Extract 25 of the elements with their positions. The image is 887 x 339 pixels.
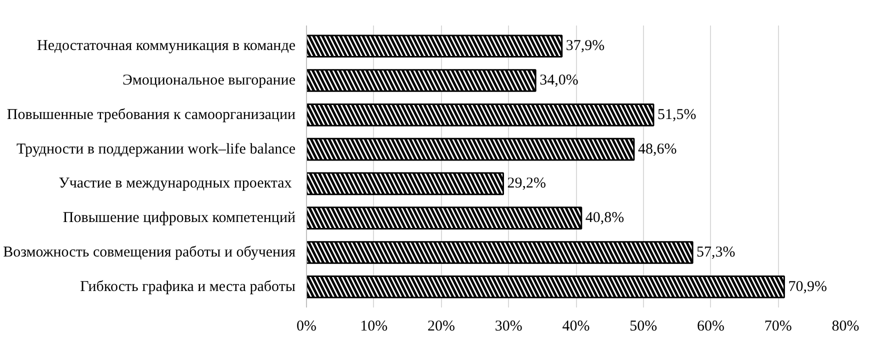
x-tick-label: 0% — [296, 318, 316, 334]
data-label: 34,0% — [540, 72, 578, 89]
y-tick-label: Недостаточная коммуникация в команде — [37, 38, 296, 54]
x-tick-label: 40% — [562, 318, 590, 334]
x-tick-label: 50% — [630, 318, 658, 334]
data-label: 37,9% — [566, 38, 605, 54]
y-tick-label: Трудности в поддержании work–life balance — [16, 141, 296, 158]
y-tick-label: Возможность совмещения работы и обучения — [3, 244, 296, 260]
x-tick-label: 10% — [360, 318, 388, 334]
data-label: 40,8% — [585, 210, 624, 226]
data-label: 29,2% — [507, 176, 546, 192]
data-label: 48,6% — [638, 141, 677, 158]
data-label: 70,9% — [788, 278, 827, 295]
x-tick-label: 60% — [697, 318, 724, 334]
x-tick-label: 80% — [832, 318, 860, 334]
y-tick-label: Гибкость графика и места работы — [80, 278, 296, 295]
y-tick-label: Повышенные требования к самоорганизации — [6, 106, 296, 123]
x-tick-label: 30% — [494, 318, 522, 334]
data-label: 57,3% — [696, 244, 736, 260]
x-tick-label: 20% — [428, 318, 455, 334]
x-tick-label: 70% — [764, 318, 792, 334]
data-label: 51,5% — [657, 106, 696, 123]
y-tick-label: Участие в международных проектах — [58, 176, 292, 192]
y-tick-label: Эмоциональное выгорание — [122, 72, 296, 89]
y-tick-label: Повышение цифровых компетенций — [62, 210, 296, 226]
